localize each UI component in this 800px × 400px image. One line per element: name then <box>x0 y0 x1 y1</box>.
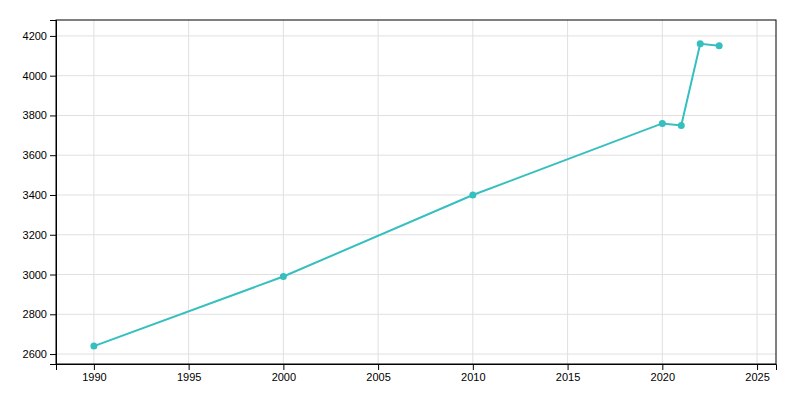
tick: 3200 <box>23 229 56 241</box>
tick-label: 2025 <box>745 371 769 383</box>
grid-line-y <box>56 314 776 315</box>
tick-label: 3000 <box>23 269 47 281</box>
grid-line-x <box>757 20 758 364</box>
tick-mark <box>50 195 56 196</box>
tick-label: 3200 <box>23 229 47 241</box>
tick: 2010 <box>461 364 485 383</box>
tick-mark <box>94 364 95 370</box>
tick-mark <box>50 354 56 355</box>
tick-mark <box>378 364 379 370</box>
grid-line-y <box>56 274 776 275</box>
chart: 1990 1995 2000 2005 2010 2015 2020 2025 2600 2800… <box>0 0 800 400</box>
grid-line-y <box>56 194 776 195</box>
tick: 3000 <box>23 269 56 281</box>
marker <box>697 40 704 47</box>
tick: 2000 <box>272 364 296 383</box>
tick-mark <box>50 76 56 77</box>
grid-line-y <box>56 35 776 36</box>
tick: 3600 <box>23 149 56 161</box>
marker <box>469 191 476 198</box>
tick-label: 4000 <box>23 70 47 82</box>
marker <box>716 42 723 49</box>
marker <box>659 120 666 127</box>
tick-mark <box>50 314 56 315</box>
tick-label: 3400 <box>23 189 47 201</box>
tick-mark <box>50 36 56 37</box>
grid <box>56 20 776 364</box>
marker <box>90 343 97 350</box>
grid-line-y <box>56 234 776 235</box>
tick: 3400 <box>23 189 56 201</box>
grid-line-x <box>378 20 379 364</box>
x-axis: 1990 1995 2000 2005 2010 2015 2020 2025 <box>57 364 777 383</box>
tick: 2600 <box>23 348 56 360</box>
tick-label: 2020 <box>651 371 675 383</box>
tick: 1990 <box>82 364 106 383</box>
tick-mark <box>189 364 190 370</box>
line <box>94 44 719 346</box>
tick-label: 2800 <box>23 308 47 320</box>
tick-label: 4200 <box>23 30 47 42</box>
tick-mark <box>283 364 284 370</box>
grid-line-y <box>56 115 776 116</box>
grid-line-x <box>567 20 568 364</box>
grid-line-y <box>56 75 776 76</box>
tick: 4200 <box>23 30 56 42</box>
marks <box>90 40 722 349</box>
tick: 1995 <box>177 364 201 383</box>
tick-label: 2010 <box>461 371 485 383</box>
y-axis: 2600 2800 3000 3200 3400 3600 3800 4000 4200 <box>23 21 57 365</box>
tick-label: 1995 <box>177 371 201 383</box>
tick-mark <box>50 275 56 276</box>
tick-mark <box>50 235 56 236</box>
grid-line-y <box>56 354 776 355</box>
axis-line <box>57 365 777 371</box>
axis-line <box>50 21 57 365</box>
marker <box>678 122 685 129</box>
tick-label: 2005 <box>366 371 390 383</box>
grid-line-y <box>56 155 776 156</box>
grid-line-x <box>283 20 284 364</box>
tick: 3800 <box>23 109 56 121</box>
tick-label: 2000 <box>272 371 296 383</box>
grid-line-x <box>662 20 663 364</box>
tick-mark <box>757 364 758 370</box>
tick: 2025 <box>745 364 769 383</box>
tick-label: 3600 <box>23 149 47 161</box>
tick-mark <box>50 115 56 116</box>
tick-label: 3800 <box>23 109 47 121</box>
tick-label: 2015 <box>556 371 580 383</box>
tick: 2020 <box>651 364 675 383</box>
grid-line-x <box>93 20 94 364</box>
tick-label: 2600 <box>23 348 47 360</box>
tick-mark <box>473 364 474 370</box>
tick-mark <box>568 364 569 370</box>
tick: 2800 <box>23 308 56 320</box>
tick: 4000 <box>23 70 56 82</box>
plot: 1990 1995 2000 2005 2010 2015 2020 2025 2600 2800… <box>23 20 777 383</box>
tick: 2015 <box>556 364 580 383</box>
plot-frame <box>56 20 776 364</box>
tick-mark <box>50 155 56 156</box>
marker <box>280 273 287 280</box>
tick-label: 1990 <box>82 371 106 383</box>
tick-mark <box>662 364 663 370</box>
tick: 2005 <box>366 364 390 383</box>
